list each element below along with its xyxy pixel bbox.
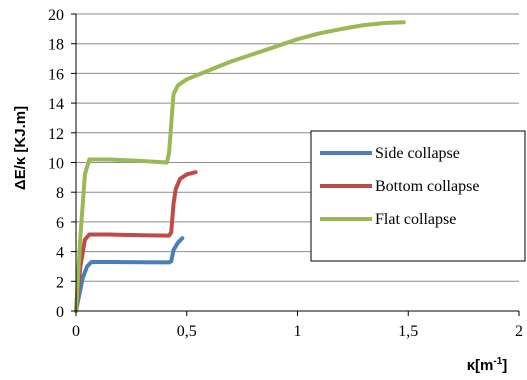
x-axis-label-main: κ[m xyxy=(467,357,494,374)
y-tick-label: 10 xyxy=(48,156,64,173)
y-tick-label: 16 xyxy=(48,66,64,83)
series-line-1 xyxy=(74,236,185,313)
x-tick-label: 1,5 xyxy=(398,323,418,340)
y-tick-label: 12 xyxy=(48,126,64,143)
y-tick-label: 6 xyxy=(56,215,64,232)
x-tick-label: 0 xyxy=(72,323,80,340)
y-tick-label: 18 xyxy=(48,37,64,54)
x-axis-label: κ[m-1] xyxy=(467,356,508,374)
x-axis-label-end: ] xyxy=(502,357,507,374)
x-tick-label: 2 xyxy=(515,323,523,340)
axes xyxy=(71,13,520,316)
tick-labels: 0 2 4 6 8 10 12 14 16 18 20 0 0,5 1 1,5 2 xyxy=(48,7,523,340)
legend-label-2: Bottom collapse xyxy=(375,178,479,195)
y-tick-label: 8 xyxy=(56,185,64,202)
y-tick-label: 4 xyxy=(56,245,64,262)
x-tick-label: 1 xyxy=(294,323,302,340)
y-tick-label: 2 xyxy=(56,274,64,291)
x-axis-label-sup: -1 xyxy=(493,356,502,367)
y-tick-label: 0 xyxy=(56,304,64,321)
legend-label-3: Flat collapse xyxy=(375,211,456,228)
legend-label-1: Side collapse xyxy=(375,145,460,162)
y-tick-label: 20 xyxy=(48,7,64,24)
y-axis-label: ΔE/κ [KJ.m] xyxy=(12,106,29,190)
grid xyxy=(76,13,519,282)
legend: Side collapse Bottom collapse Flat collaps… xyxy=(310,130,526,262)
series-line-3 xyxy=(74,20,406,313)
series-line-2 xyxy=(74,170,198,313)
series-group xyxy=(74,20,406,313)
x-tick-label: 0,5 xyxy=(177,323,197,340)
y-tick-label: 14 xyxy=(48,96,64,113)
